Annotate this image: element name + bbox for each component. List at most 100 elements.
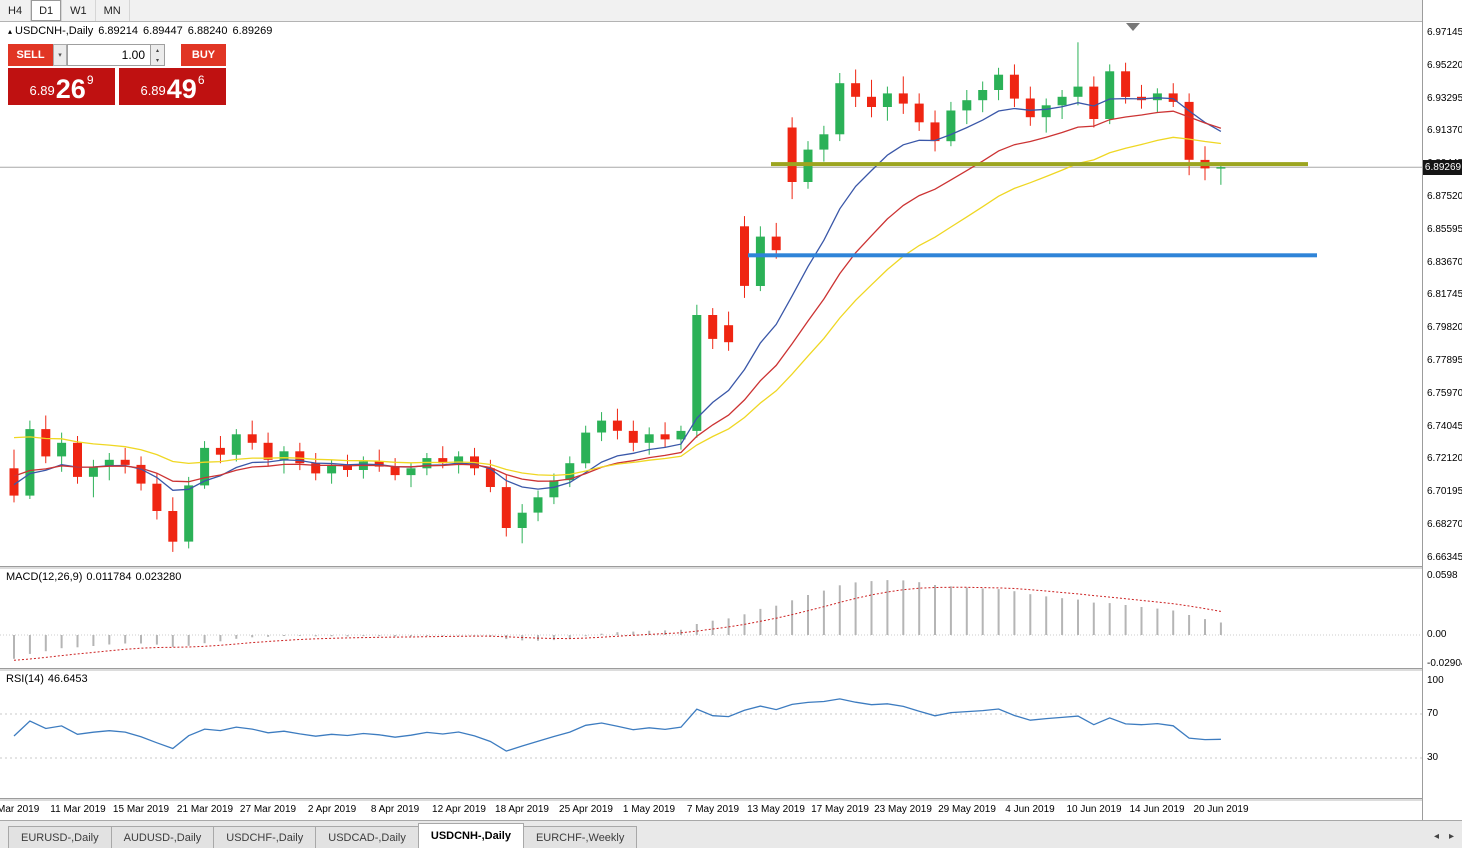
date-axis-label: 21 Mar 2019 (176, 804, 234, 815)
date-axis-label: 5 Mar 2019 (0, 804, 40, 815)
one-click-trade-panel: SELL ▾ 1.00 ▴ ▾ BUY 6.89 26 9 6.89 49 6 (8, 44, 226, 105)
sell-button[interactable]: SELL (8, 44, 53, 66)
pane-divider[interactable] (0, 566, 1462, 569)
date-axis-label: 23 May 2019 (874, 804, 932, 815)
rsi-chart (0, 698, 1422, 759)
chart-symbol-label: USDCNH-,Daily (15, 25, 94, 37)
chart-shift-marker[interactable] (1126, 23, 1140, 31)
rsi-label: RSI(14) 46.6453 (6, 673, 92, 685)
price-axis-label: 6.74045 (1427, 421, 1462, 432)
tab-scroll-nav: ◂ ▸ (1434, 831, 1454, 842)
buy-price-sup: 6 (197, 73, 205, 87)
price-axis-label: 6.81745 (1427, 289, 1462, 300)
price-axis-label: 6.85595 (1427, 224, 1462, 235)
tab-scroll-right-icon[interactable]: ▸ (1448, 831, 1454, 842)
date-axis-label: 4 Jun 2019 (1005, 804, 1055, 815)
date-axis-label: 10 Jun 2019 (1066, 804, 1122, 815)
buy-price-big: 49 (166, 74, 197, 104)
price-axis-label: 6.93295 (1427, 93, 1462, 104)
macd-axis-label: 0.00 (1427, 629, 1447, 640)
sell-price-prefix: 6.89 (29, 83, 55, 98)
date-axis-label: 14 Jun 2019 (1129, 804, 1185, 815)
macd-chart (0, 580, 1422, 661)
price-axis-label: 6.97145 (1427, 27, 1462, 38)
chart-tab-usdchf[interactable]: USDCHF-,Daily (213, 826, 317, 848)
sell-price-big: 26 (55, 74, 86, 104)
rsi-line (13, 698, 1221, 752)
chart-tab-eurchf[interactable]: EURCHF-,Weekly (522, 826, 638, 848)
timeframe-button-d1[interactable]: D1 (31, 0, 63, 21)
buy-button[interactable]: BUY (181, 44, 226, 66)
timeframe-button-mn[interactable]: MN (96, 0, 130, 21)
resistance-line[interactable] (771, 162, 1308, 167)
pane-divider (0, 798, 1462, 801)
volume-dropdown-icon[interactable]: ▾ (53, 44, 67, 66)
macd-indicator-pane[interactable]: MACD(12,26,9) 0.011784 0.023280 (0, 569, 1422, 669)
chart-tab-eurusd[interactable]: EURUSD-,Daily (8, 826, 112, 848)
chart-ohlc-header: ▴ USDCNH-,Daily 6.89214 6.89447 6.88240 6.892… (8, 25, 277, 37)
rsi-axis-label: 30 (1427, 752, 1439, 763)
buy-price-display[interactable]: 6.89 49 6 (119, 68, 226, 105)
date-axis-label: 25 Apr 2019 (559, 804, 613, 815)
volume-stepper[interactable]: ▴ ▾ (151, 44, 165, 66)
date-axis-label: 15 Mar 2019 (112, 804, 170, 815)
price-axis-label: 6.75970 (1427, 388, 1462, 399)
time-axis[interactable]: 5 Mar 2019 11 Mar 2019 15 Mar 2019 21 Mar 2… (0, 800, 1422, 819)
price-axis-label: 6.72120 (1427, 453, 1462, 464)
buy-price-prefix: 6.89 (140, 83, 166, 98)
volume-step-up-icon[interactable]: ▴ (155, 47, 159, 54)
macd-signal-value: 0.023280 (135, 571, 182, 583)
price-chart-pane[interactable] (0, 22, 1422, 566)
rsi-axis-label: 70 (1427, 708, 1439, 719)
price-axis-label: 6.70195 (1427, 486, 1462, 497)
date-axis-label: 1 May 2019 (622, 804, 676, 815)
price-axis-label: 6.66345 (1427, 552, 1462, 563)
price-axis-label: 6.83670 (1427, 257, 1462, 268)
timeframe-toolbar: H4 D1 W1 MN (0, 0, 1462, 22)
ohlc-close: 6.89269 (232, 25, 273, 37)
date-axis-label: 8 Apr 2019 (370, 804, 420, 815)
ohlc-open: 6.89214 (98, 25, 139, 37)
ma-medium-line (13, 110, 1222, 483)
price-axis-label: 6.95220 (1427, 60, 1462, 71)
rsi-name: RSI(14) (6, 673, 44, 685)
ohlc-low: 6.88240 (187, 25, 228, 37)
one-click-collapse-icon[interactable]: ▴ (8, 27, 13, 36)
tab-scroll-left-icon[interactable]: ◂ (1433, 831, 1439, 842)
date-axis-label: 2 Apr 2019 (307, 804, 357, 815)
chart-tab-usdcnh[interactable]: USDCNH-,Daily (417, 823, 524, 848)
chart-tab-audusd[interactable]: AUDUSD-,Daily (110, 826, 215, 848)
price-axis-label: 6.77895 (1427, 355, 1462, 366)
timeframe-button-h4[interactable]: H4 (0, 0, 32, 21)
rsi-indicator-pane[interactable]: RSI(14) 46.6453 (0, 671, 1422, 799)
macd-signal-line (13, 586, 1221, 661)
date-axis-label: 18 Apr 2019 (495, 804, 549, 815)
ma-slow-line (13, 136, 1221, 477)
chart-tab-usdcad[interactable]: USDCAD-,Daily (315, 826, 419, 848)
ma-fast-line (13, 97, 1222, 491)
date-axis-label: 11 Mar 2019 (50, 804, 106, 815)
current-price-tag: 6.89269 (1423, 160, 1462, 175)
volume-step-down-icon[interactable]: ▾ (155, 57, 159, 64)
date-axis-label: 20 Jun 2019 (1193, 804, 1249, 815)
date-axis-label: 12 Apr 2019 (432, 804, 486, 815)
volume-input[interactable]: 1.00 (67, 44, 151, 66)
date-axis-label: 17 May 2019 (811, 804, 869, 815)
chart-tab-bar: EURUSD-,Daily AUDUSD-,Daily USDCHF-,Daily U… (0, 820, 1462, 848)
sell-price-display[interactable]: 6.89 26 9 (8, 68, 115, 105)
rsi-axis-label: 100 (1427, 675, 1444, 686)
ohlc-high: 6.89447 (143, 25, 183, 37)
support-line[interactable] (748, 253, 1317, 258)
candles-group (9, 42, 1226, 552)
price-axis-label: 6.87520 (1427, 191, 1462, 202)
date-axis-label: 27 Mar 2019 (239, 804, 297, 815)
date-axis-label: 7 May 2019 (686, 804, 740, 815)
price-axis[interactable]: 6.971456.952206.932956.913706.894456.875… (1422, 0, 1462, 820)
macd-label: MACD(12,26,9) 0.011784 0.023280 (6, 571, 185, 583)
candlestick-chart[interactable] (0, 22, 1422, 566)
date-axis-label: 13 May 2019 (747, 804, 805, 815)
pane-divider[interactable] (0, 668, 1462, 671)
timeframe-button-w1[interactable]: W1 (62, 0, 96, 21)
rsi-value: 46.6453 (47, 673, 88, 685)
